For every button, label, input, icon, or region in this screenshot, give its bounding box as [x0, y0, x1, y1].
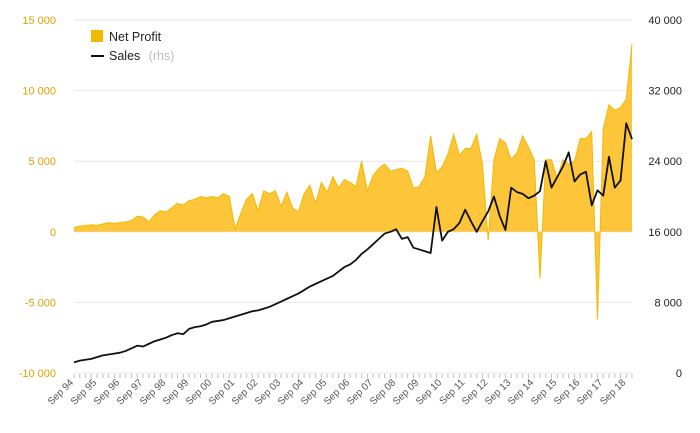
legend: Net Profit Sales (rhs)	[91, 30, 174, 64]
legend-label-sales-note: (rhs)	[149, 49, 175, 63]
left-tick-label: 10 000	[22, 86, 56, 98]
left-tick-label: 0	[50, 227, 56, 239]
legend-label-sales: Sales	[109, 49, 140, 63]
x-tick-label: Sep 18	[598, 377, 628, 407]
sales-line-group	[73, 122, 633, 364]
legend-label-sales-group: Sales (rhs)	[109, 47, 174, 64]
net-profit-area	[74, 44, 632, 320]
net-profit-area-group	[73, 43, 633, 320]
right-tick-label: 8 000	[654, 297, 682, 309]
right-tick-label: 32 000	[648, 86, 682, 98]
sales-line	[73, 122, 633, 364]
left-axis: -10 000 -5 000 0 5 000 10 000 15 000	[19, 15, 56, 380]
legend-swatch-net-profit	[91, 30, 103, 42]
legend-label-net-profit: Net Profit	[109, 30, 162, 44]
left-tick-label: -10 000	[19, 368, 56, 380]
left-tick-label: 5 000	[28, 156, 56, 168]
net-profit-edge	[73, 43, 633, 320]
right-tick-label: 16 000	[648, 227, 682, 239]
left-tick-label: 15 000	[22, 15, 56, 27]
right-tick-label: 40 000	[648, 15, 682, 27]
right-tick-label: 24 000	[648, 156, 682, 168]
left-tick-label: -5 000	[25, 297, 56, 309]
right-tick-label: 0	[676, 368, 682, 380]
right-axis: 0 8 000 16 000 24 000 32 000 40 000	[648, 15, 682, 380]
